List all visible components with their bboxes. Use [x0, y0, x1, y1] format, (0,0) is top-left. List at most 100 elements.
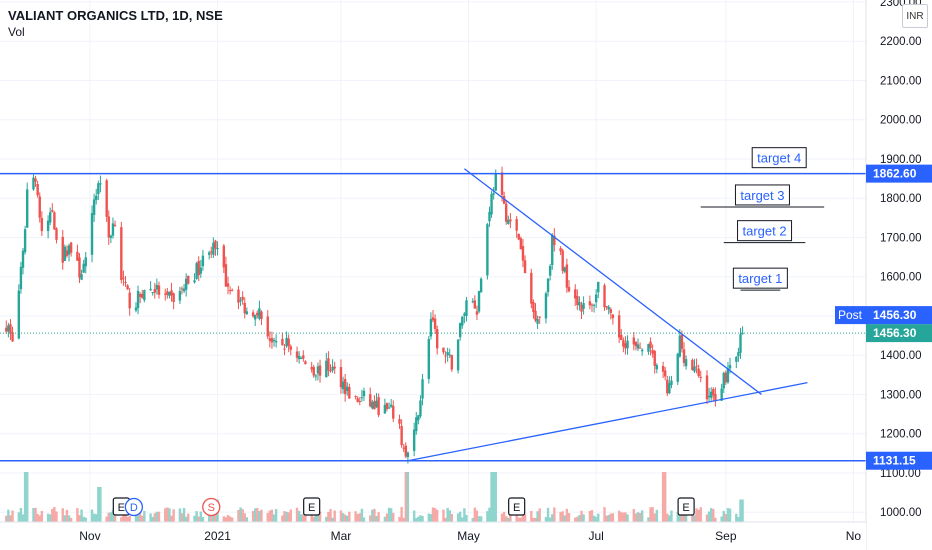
volume-bar — [23, 472, 27, 522]
volume-bar — [256, 508, 259, 522]
volume-bar — [632, 509, 636, 522]
earnings-marker-box — [303, 497, 321, 516]
candle-body — [197, 260, 200, 276]
volume-bar — [295, 507, 299, 522]
event-marker-dividend[interactable]: D — [124, 497, 144, 517]
volume-bar — [354, 511, 357, 522]
candle-body — [157, 285, 161, 295]
volume-bar — [207, 515, 211, 522]
volume-bar — [741, 499, 744, 522]
volume-bar — [17, 512, 21, 522]
volume-bar — [427, 513, 431, 522]
candle-body — [312, 367, 315, 376]
volume-bar — [392, 512, 395, 522]
candle-body — [128, 292, 131, 309]
candle-body — [737, 351, 740, 357]
candle-body — [456, 339, 460, 371]
candle-body — [281, 338, 284, 346]
candle-body — [431, 317, 435, 321]
volume-bar — [143, 510, 146, 522]
volume-bar — [34, 507, 37, 522]
candle-body — [705, 375, 709, 400]
volume-bar — [695, 508, 698, 522]
volume-bar — [488, 507, 491, 522]
candle-body — [201, 255, 205, 267]
volume-bar — [433, 508, 437, 522]
candle-body — [63, 246, 67, 261]
volume-bar — [710, 508, 713, 522]
event-marker-earnings[interactable]: E — [677, 497, 695, 516]
candle-body — [720, 388, 723, 401]
candle-body — [622, 340, 625, 347]
volume-bar — [456, 513, 460, 522]
volume-bar — [385, 513, 389, 522]
volume-bar — [314, 511, 318, 522]
candle-body — [266, 316, 269, 337]
y-tick-label: 1800.00 — [880, 193, 922, 205]
volume-bar — [634, 513, 638, 522]
volume-bar — [141, 515, 144, 522]
volume-indicator-label: Vol — [8, 25, 25, 39]
volume-bar — [720, 516, 723, 522]
candle-body — [46, 220, 50, 232]
candle-body — [260, 311, 263, 320]
volume-bar — [492, 472, 495, 522]
candle-body — [383, 404, 387, 414]
candle-body — [684, 359, 688, 367]
candle-body — [153, 289, 156, 293]
currency-badge[interactable]: INR — [902, 4, 928, 28]
volume-bar — [624, 512, 627, 522]
volume-bar — [663, 472, 667, 522]
volume-bar — [735, 513, 738, 522]
event-marker-earnings[interactable]: E — [303, 497, 321, 516]
event-marker-earnings[interactable]: E — [508, 497, 526, 516]
volume-bar — [580, 510, 583, 522]
volume-bars — [5, 472, 744, 522]
candle-body — [446, 352, 449, 356]
volume-bar — [551, 514, 554, 522]
volume-bar — [565, 508, 569, 522]
volume-bar — [111, 509, 115, 522]
candle-body — [341, 381, 345, 390]
candle-body — [251, 312, 255, 317]
post-market-label: Post 1456.30 — [835, 306, 932, 325]
volume-bar — [327, 511, 330, 522]
candle-body — [124, 282, 127, 284]
candle-body — [318, 365, 322, 376]
volume-bar — [170, 515, 173, 522]
volume-bar — [36, 513, 39, 522]
volume-bar — [655, 509, 659, 522]
candle-body — [429, 319, 433, 337]
candle-body — [561, 250, 564, 271]
volume-bar — [398, 516, 401, 522]
candle-body — [638, 347, 642, 349]
volume-bar — [166, 507, 169, 522]
volume-bar — [107, 512, 110, 522]
x-tick-label: Nov — [79, 529, 100, 543]
volume-bar — [199, 511, 203, 522]
volume-bar — [546, 507, 550, 522]
volume-bar — [609, 513, 613, 522]
candle-body — [329, 370, 332, 372]
candle-body — [419, 400, 422, 417]
candle-body — [739, 334, 742, 353]
candle-body — [486, 224, 489, 276]
level-price-label-text: 1131.15 — [873, 454, 916, 468]
candle-body — [479, 278, 483, 293]
x-tick-label: May — [457, 529, 480, 543]
x-tick-label: Sep — [715, 529, 737, 543]
volume-bar — [97, 487, 100, 522]
candle-body — [509, 219, 512, 222]
candle-body — [392, 405, 395, 419]
candle-body — [435, 329, 439, 349]
volume-bar — [574, 517, 577, 522]
candle-body — [663, 370, 667, 377]
volume-bar — [283, 511, 286, 522]
earnings-marker-box — [677, 497, 695, 516]
candle-body — [300, 358, 303, 360]
candle-body — [193, 280, 196, 283]
volume-bar — [195, 511, 198, 522]
event-marker-split[interactable]: S — [202, 497, 221, 517]
candle-body — [546, 278, 550, 293]
